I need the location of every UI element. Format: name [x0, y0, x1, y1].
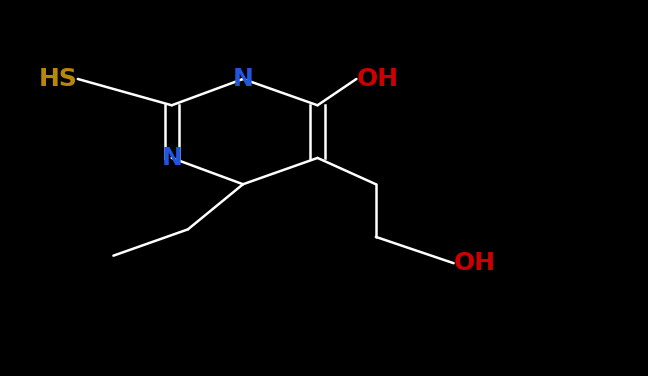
Text: OH: OH	[454, 251, 496, 275]
Text: N: N	[233, 67, 253, 91]
Text: N: N	[161, 146, 182, 170]
Text: HS: HS	[39, 67, 78, 91]
Text: OH: OH	[356, 67, 399, 91]
